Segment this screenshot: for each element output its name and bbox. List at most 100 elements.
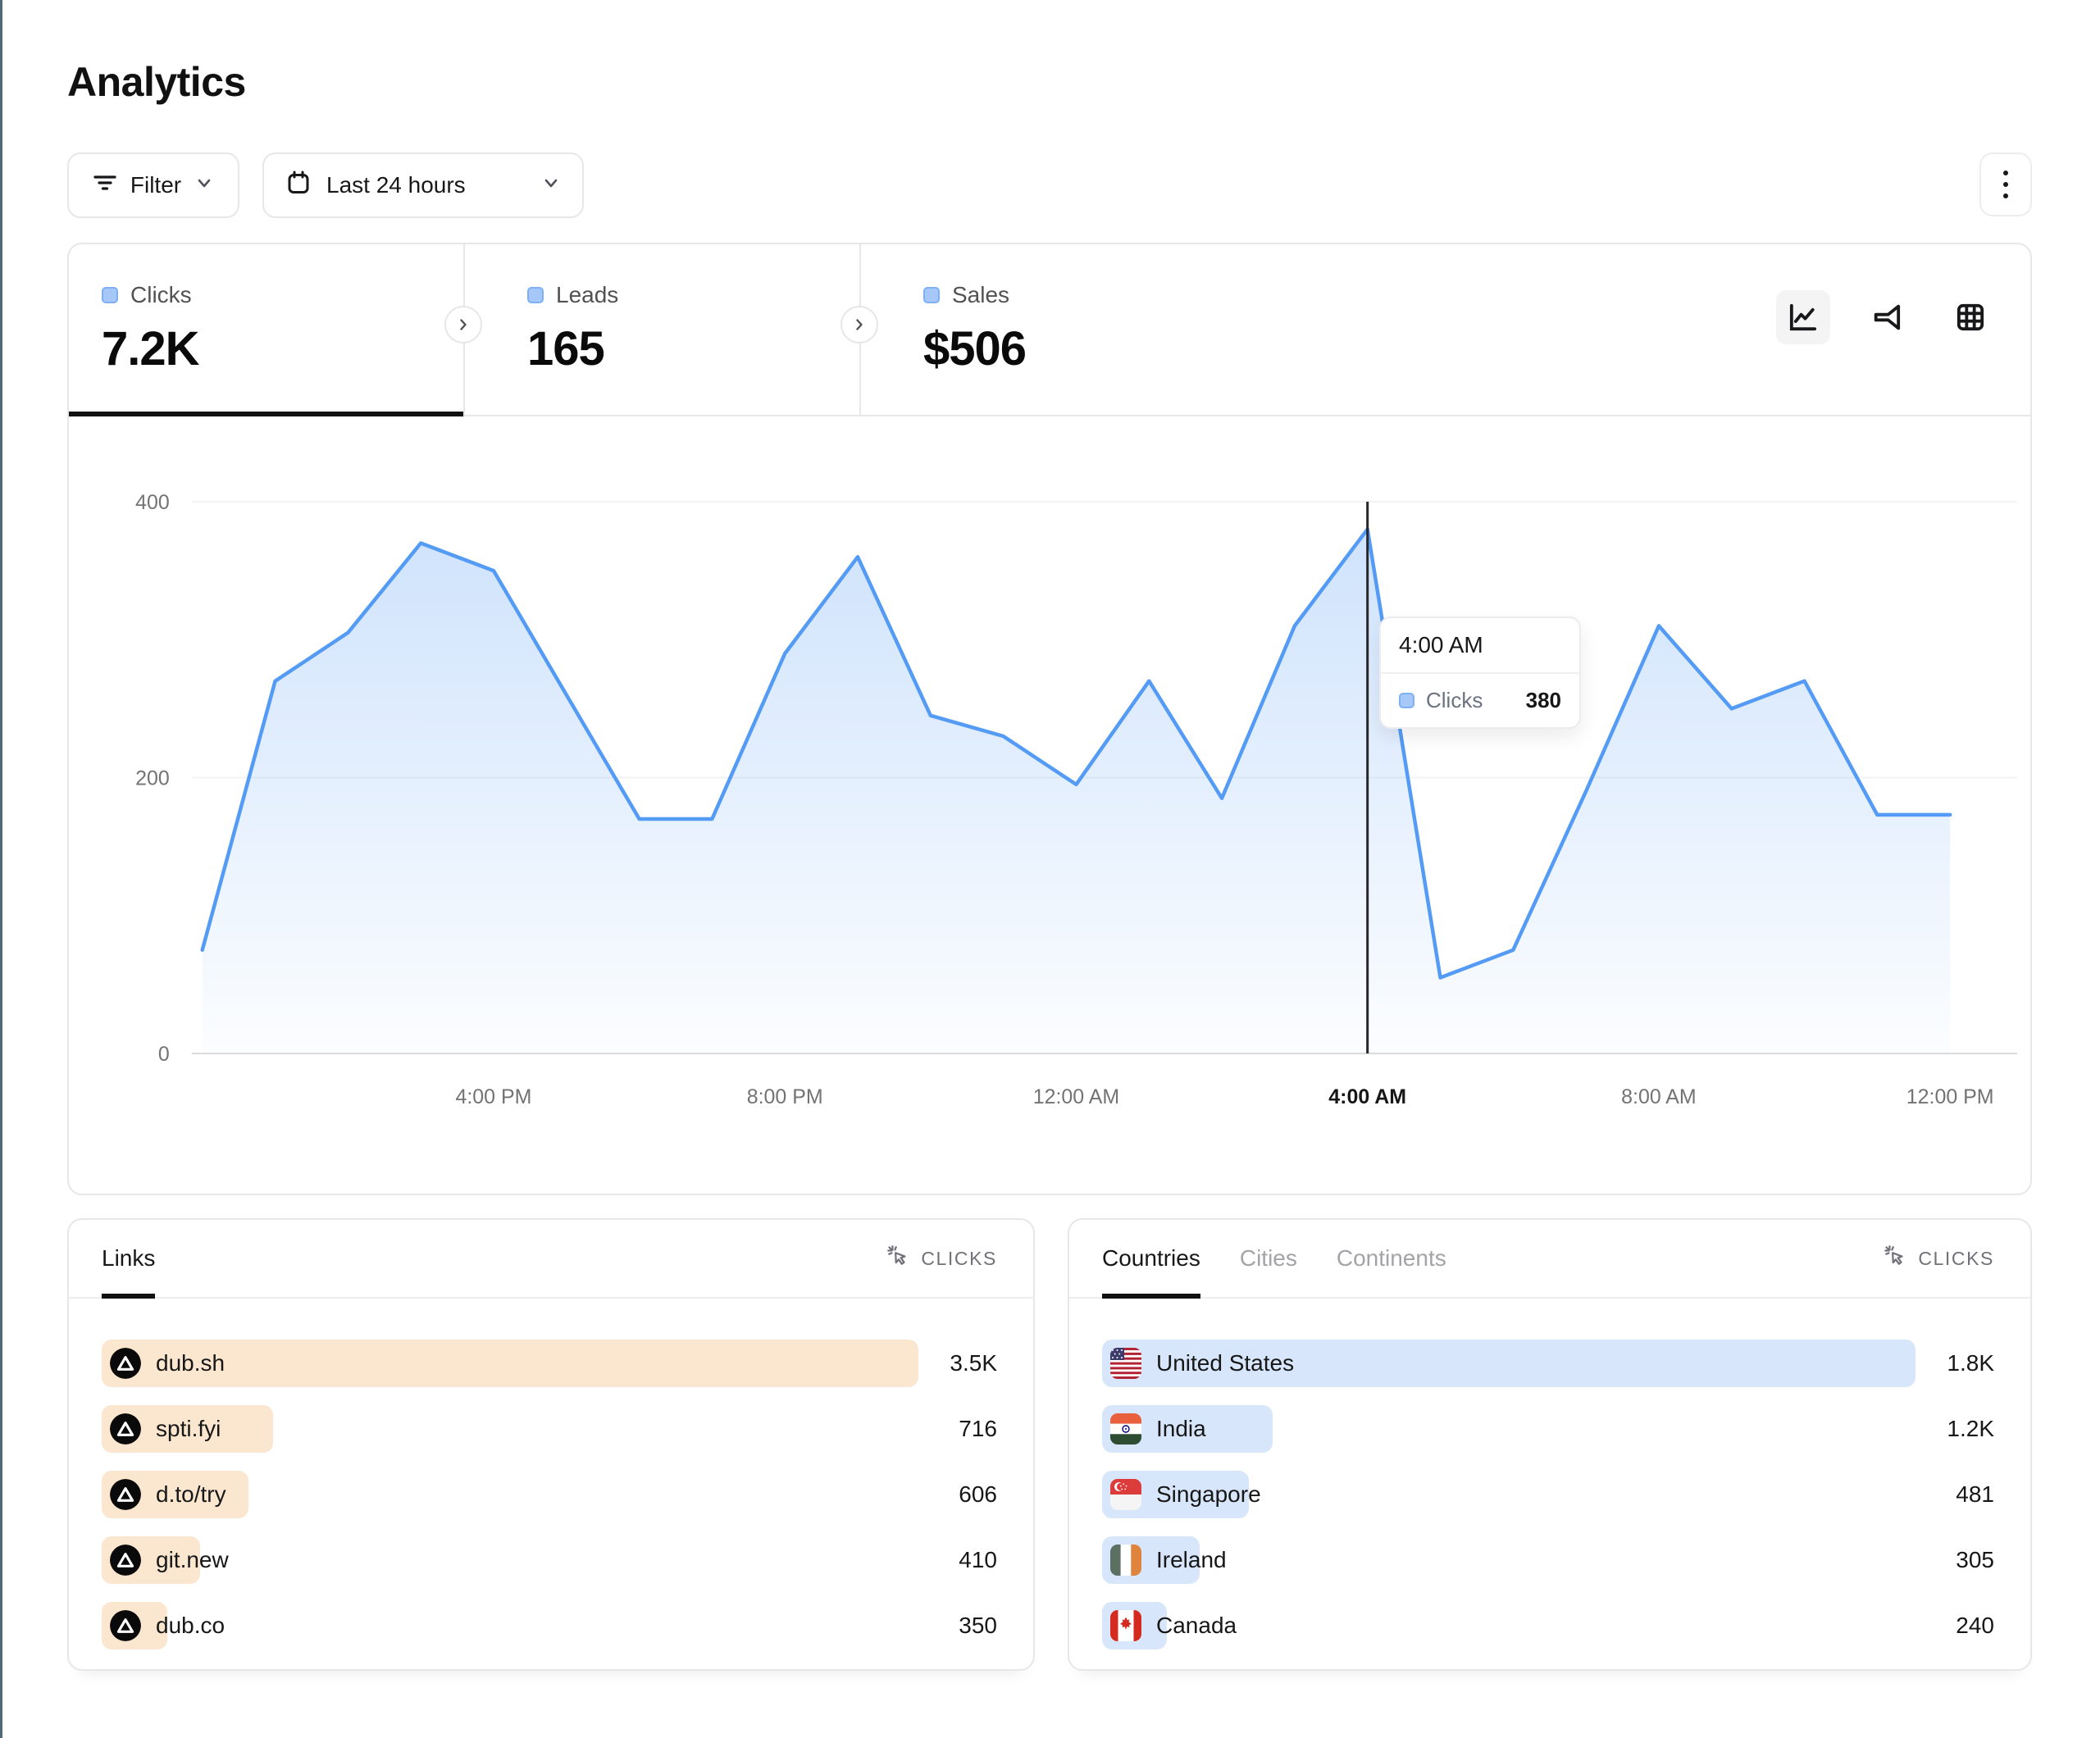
- country-row-india[interactable]: India 1.2K: [1102, 1405, 1994, 1453]
- tab-leads[interactable]: Leads 165: [463, 244, 859, 415]
- link-clicks-value: 3.5K: [950, 1350, 997, 1376]
- clicks-label: Clicks: [130, 282, 192, 307]
- table-view-button[interactable]: [1943, 290, 1998, 344]
- cursor-click-icon: [1883, 1244, 1907, 1273]
- country-row-canada[interactable]: Canada 240: [1102, 1602, 1994, 1649]
- us-flag-icon: [1110, 1348, 1141, 1379]
- sales-legend-square: [923, 287, 940, 303]
- ireland-flag-icon: [1110, 1545, 1141, 1576]
- chart-view-toggles: [1776, 290, 1998, 344]
- link-label: spti.fyi: [156, 1416, 221, 1441]
- countries-panel: Countries Cities Continents CLICKS: [1068, 1218, 2032, 1671]
- dub-logo-icon: [110, 1545, 141, 1576]
- dub-logo-icon: [110, 1610, 141, 1641]
- links-metric-label: CLICKS: [921, 1247, 997, 1269]
- active-tab-underline: [69, 412, 463, 416]
- link-clicks-value: 716: [959, 1416, 997, 1441]
- tab-links[interactable]: Links: [102, 1220, 156, 1299]
- cursor-click-icon: [886, 1244, 910, 1273]
- link-row-dub-sh[interactable]: dub.sh 3.5K: [102, 1340, 997, 1387]
- dub-logo-icon: [110, 1479, 141, 1510]
- link-row-d-to-try[interactable]: d.to/try 606: [102, 1471, 997, 1518]
- clicks-time-series-chart[interactable]: 0 200 400 4:00 PM 8:00 PM 12:00 AM 4:00 AM 8:00…: [69, 416, 2030, 1192]
- more-options-button[interactable]: [1979, 152, 2032, 216]
- link-row-dub-co[interactable]: dub.co 350: [102, 1602, 997, 1649]
- link-clicks-value: 350: [959, 1613, 997, 1638]
- line-chart-view-button[interactable]: [1776, 290, 1830, 344]
- link-label: d.to/try: [156, 1481, 226, 1507]
- tab-cities[interactable]: Cities: [1239, 1245, 1297, 1271]
- svg-text:8:00 PM: 8:00 PM: [747, 1085, 823, 1108]
- svg-text:200: 200: [135, 767, 170, 789]
- country-clicks-value: 1.8K: [1947, 1350, 1994, 1376]
- page-title: Analytics: [67, 59, 246, 105]
- link-clicks-value: 410: [959, 1547, 997, 1572]
- country-label: United States: [1156, 1350, 1295, 1376]
- sales-value: $506: [923, 322, 1027, 375]
- country-clicks-value: 1.2K: [1947, 1416, 1994, 1441]
- leads-value: 165: [527, 322, 605, 375]
- calendar-icon: [285, 170, 312, 202]
- singapore-flag-icon: [1110, 1479, 1141, 1510]
- link-label: dub.co: [156, 1613, 225, 1638]
- clicks-legend-square: [102, 287, 118, 303]
- analytics-chart-card: Clicks 7.2K Leads 165 Sales $506: [67, 243, 2032, 1195]
- toolbar: Filter Last 24 hours: [67, 152, 2032, 218]
- area-chart: 0 200 400 4:00 PM 8:00 PM 12:00 AM 4:00 AM 8:00…: [135, 491, 2018, 1108]
- country-label: Singapore: [1156, 1481, 1261, 1507]
- chevron-down-icon: [541, 172, 561, 198]
- link-bar: [102, 1340, 918, 1387]
- clicks-value: 7.2K: [102, 322, 200, 375]
- tooltip-legend-square: [1399, 693, 1414, 708]
- leads-legend-square: [527, 287, 544, 303]
- tab-countries[interactable]: Countries: [1102, 1220, 1200, 1299]
- chart-tooltip: 4:00 AM Clicks 380: [1379, 616, 1581, 729]
- date-range-button[interactable]: Last 24 hours: [262, 152, 584, 218]
- country-row-singapore[interactable]: Singapore 481: [1102, 1471, 1994, 1518]
- countries-list: United States 1.8K India 1.2K: [1069, 1299, 2030, 1649]
- dub-logo-icon: [110, 1413, 141, 1445]
- link-row-spti-fyi[interactable]: spti.fyi 716: [102, 1405, 997, 1453]
- country-clicks-value: 305: [1956, 1547, 1994, 1572]
- sales-label: Sales: [952, 282, 1010, 307]
- link-clicks-value: 606: [959, 1481, 997, 1507]
- india-flag-icon: [1110, 1413, 1141, 1445]
- expand-clicks-chevron[interactable]: [444, 306, 482, 344]
- country-clicks-value: 481: [1956, 1481, 1994, 1507]
- svg-text:4:00 PM: 4:00 PM: [456, 1085, 532, 1108]
- links-list: dub.sh 3.5K spti.fyi 716 d.to/try 606: [69, 1299, 1033, 1649]
- country-label: Ireland: [1156, 1547, 1227, 1572]
- tab-continents[interactable]: Continents: [1336, 1245, 1446, 1271]
- tooltip-time: 4:00 AM: [1381, 618, 1579, 674]
- link-label: git.new: [156, 1547, 229, 1572]
- tooltip-value: 380: [1525, 688, 1561, 712]
- country-row-united-states[interactable]: United States 1.8K: [1102, 1340, 1994, 1387]
- filter-icon: [93, 171, 117, 201]
- dub-logo-icon: [110, 1348, 141, 1379]
- date-range-label: Last 24 hours: [326, 172, 466, 198]
- stat-tabs: Clicks 7.2K Leads 165 Sales $506: [69, 244, 2030, 416]
- country-label: Canada: [1156, 1613, 1237, 1638]
- countries-metric-selector[interactable]: CLICKS: [1883, 1244, 1994, 1273]
- svg-text:0: 0: [158, 1043, 170, 1066]
- expand-leads-chevron[interactable]: [840, 306, 878, 344]
- svg-text:400: 400: [135, 491, 170, 514]
- funnel-view-button[interactable]: [1860, 290, 1914, 344]
- country-row-ireland[interactable]: Ireland 305: [1102, 1536, 1994, 1584]
- tab-clicks[interactable]: Clicks 7.2K: [69, 244, 463, 415]
- filter-label: Filter: [130, 172, 182, 198]
- leads-label: Leads: [556, 282, 619, 307]
- country-clicks-value: 240: [1956, 1613, 1994, 1638]
- countries-metric-label: CLICKS: [1918, 1247, 1994, 1269]
- country-bar: [1102, 1340, 1916, 1387]
- links-panel: Links CLICKS dub.sh 3.5K: [67, 1218, 1035, 1671]
- kebab-icon: [2003, 171, 2008, 175]
- svg-text:4:00 AM: 4:00 AM: [1328, 1085, 1406, 1108]
- links-metric-selector[interactable]: CLICKS: [886, 1244, 997, 1273]
- chevron-down-icon: [194, 172, 214, 198]
- link-row-git-new[interactable]: git.new 410: [102, 1536, 997, 1584]
- filter-button[interactable]: Filter: [67, 152, 239, 218]
- svg-text:12:00 PM: 12:00 PM: [1906, 1085, 1994, 1108]
- country-label: India: [1156, 1416, 1206, 1441]
